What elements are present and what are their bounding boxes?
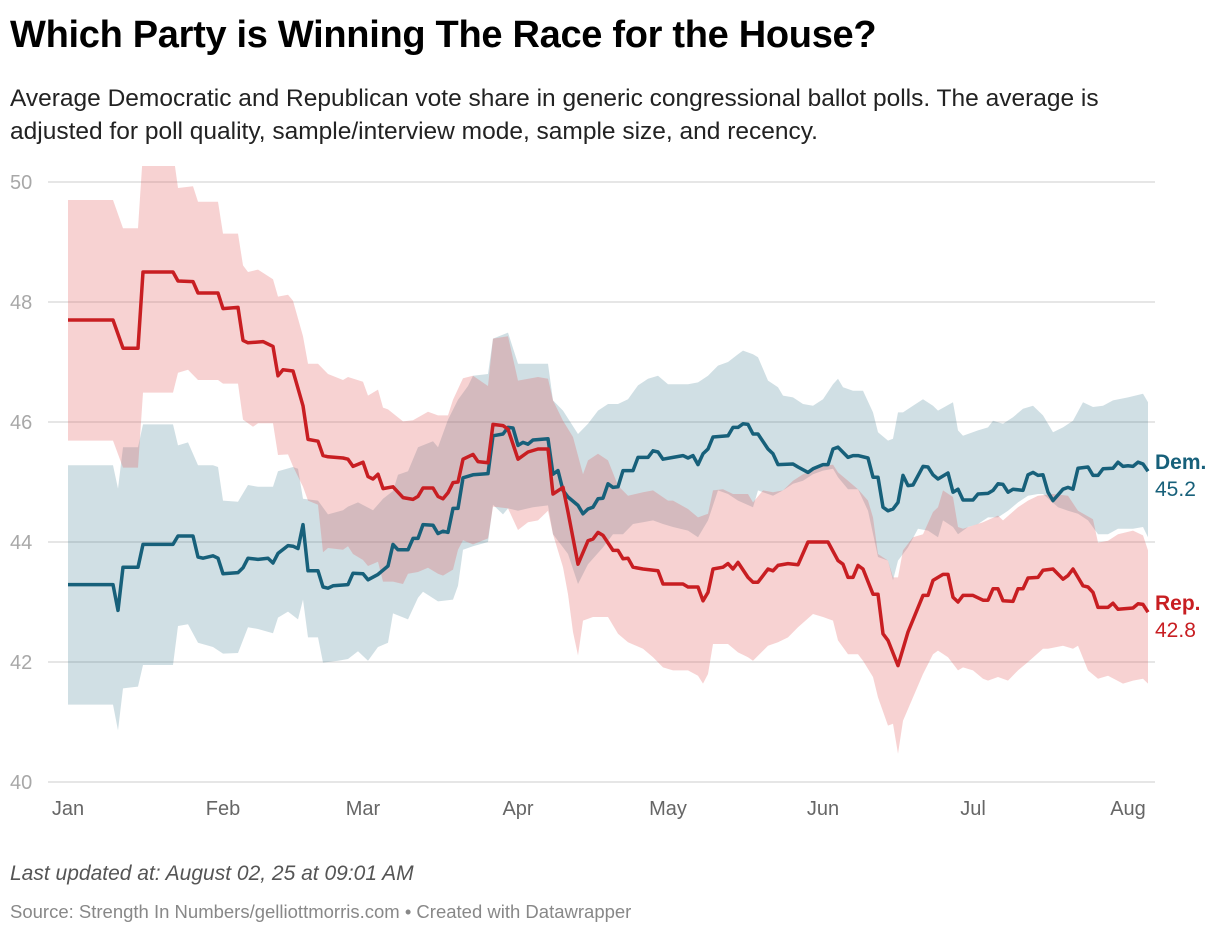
series-end-labels: Dem. 45.2 Rep. 42.8 xyxy=(1155,451,1206,642)
y-tick-label: 40 xyxy=(10,772,32,794)
confidence-bands xyxy=(68,166,1148,754)
y-tick-label: 48 xyxy=(10,292,32,314)
y-tick-label: 50 xyxy=(10,172,32,194)
x-tick-label: Aug xyxy=(1110,798,1146,820)
last-updated: Last updated at: August 02, 25 at 09:01 … xyxy=(10,862,414,885)
x-tick-label: Jul xyxy=(960,798,986,820)
dem-series-label: Dem. xyxy=(1155,451,1206,474)
source-credit: Source: Strength In Numbers/gelliottmorr… xyxy=(10,901,632,922)
x-tick-label: May xyxy=(649,798,687,820)
rep-last-value: 42.8 xyxy=(1155,619,1196,642)
dem-average-line xyxy=(68,422,1150,613)
x-axis-labels: Jan Feb Mar Apr May Jun Jul Aug xyxy=(52,798,1146,820)
dem-confidence-band xyxy=(68,332,1148,731)
y-tick-label: 46 xyxy=(10,412,32,434)
dem-last-value: 45.2 xyxy=(1155,478,1196,501)
y-tick-label: 44 xyxy=(10,532,32,554)
x-tick-label: Jun xyxy=(807,798,839,820)
x-tick-label: Apr xyxy=(502,798,533,820)
chart-subtitle: Average Democratic and Republican vote s… xyxy=(10,85,1099,145)
chart-title: Which Party is Winning The Race for the … xyxy=(10,14,877,56)
x-tick-label: Mar xyxy=(346,798,381,820)
rep-average-line xyxy=(68,270,1150,668)
x-tick-label: Feb xyxy=(206,798,240,820)
y-tick-label: 42 xyxy=(10,652,32,674)
gridlines xyxy=(48,181,1155,783)
x-tick-label: Jan xyxy=(52,798,84,820)
y-axis-labels: 40 42 44 46 48 50 xyxy=(10,172,32,794)
rep-series-label: Rep. xyxy=(1155,592,1201,615)
line-chart: 40 42 44 46 48 50 Jan Feb Mar Apr May Jun Jul Aug De… xyxy=(10,166,1206,820)
series-lines xyxy=(68,270,1150,668)
